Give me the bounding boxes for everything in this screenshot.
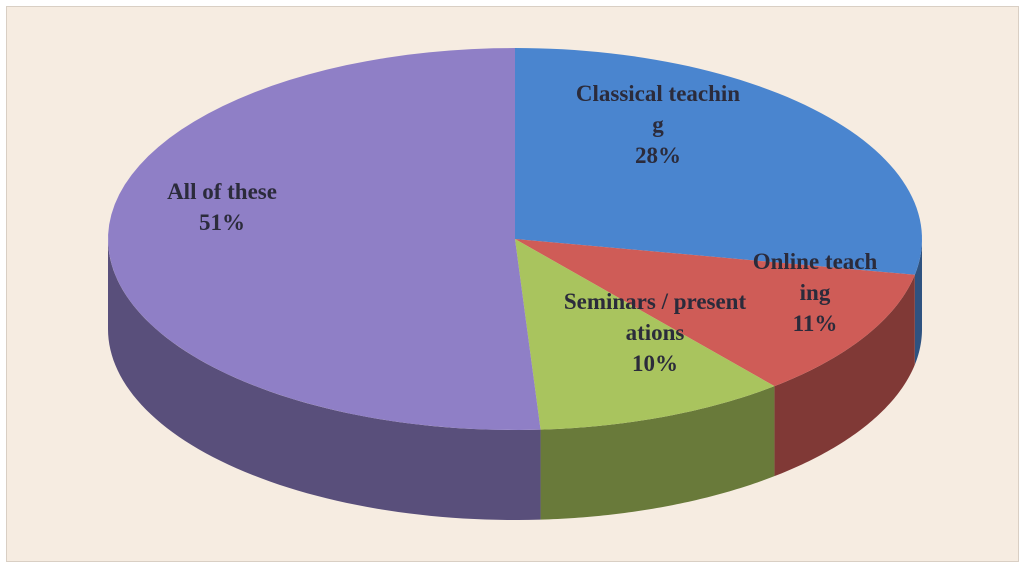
- category-label: Seminars / presentations: [563, 289, 747, 345]
- category-label: Online teaching: [752, 249, 878, 305]
- slice-side: [540, 386, 775, 520]
- category-label: All of these: [167, 179, 277, 204]
- data-label: Online teaching 11%: [750, 246, 880, 339]
- data-label: All of these 51%: [132, 176, 312, 238]
- value-label: 10%: [632, 351, 678, 376]
- slice-side: [108, 239, 541, 520]
- value-label: 28%: [635, 143, 681, 168]
- slice: [108, 48, 541, 430]
- slice: [515, 48, 922, 275]
- slice-side: [774, 274, 915, 477]
- slice: [515, 239, 775, 430]
- slice-side: [914, 239, 922, 365]
- value-label: 11%: [792, 311, 838, 336]
- data-label: Classical teaching 28%: [573, 78, 743, 171]
- data-label: Seminars / presentations 10%: [560, 286, 750, 379]
- value-label: 51%: [199, 210, 245, 235]
- slice: [515, 239, 915, 387]
- category-label: Classical teaching: [575, 81, 741, 137]
